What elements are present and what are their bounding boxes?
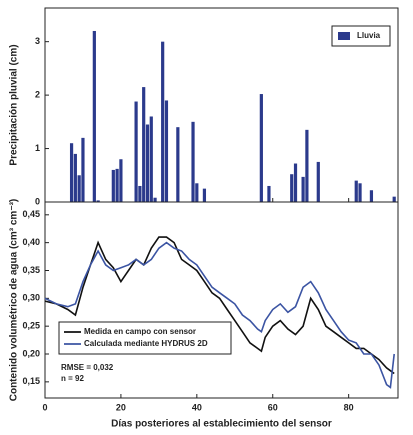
bar	[149, 116, 153, 202]
bar	[115, 168, 119, 202]
bar	[195, 183, 199, 202]
bar	[267, 185, 271, 202]
y-tick-label: 3	[35, 36, 40, 46]
bar	[138, 185, 142, 202]
bar	[392, 196, 396, 202]
x-tick-label: 0	[42, 402, 47, 412]
bar	[259, 94, 263, 202]
y-tick-label: 2	[35, 89, 40, 99]
bar	[191, 121, 195, 202]
legend-label: Lluvia	[357, 31, 381, 40]
line-series	[44, 241, 395, 389]
bar	[119, 159, 123, 202]
bar	[316, 161, 320, 202]
y-tick-label: 0,15	[22, 376, 40, 386]
legend-swatch	[338, 32, 350, 40]
bar	[145, 124, 150, 202]
legend-box	[58, 321, 232, 355]
x-tick-label: 80	[344, 402, 354, 412]
bar	[202, 188, 207, 202]
bar	[161, 41, 165, 203]
x-tick-label: 40	[192, 402, 202, 412]
y-tick-label: 1	[35, 143, 40, 153]
bar	[301, 176, 305, 202]
bar	[142, 87, 146, 202]
x-tick-label: 20	[116, 402, 126, 412]
bar	[111, 169, 115, 202]
y-tick-label: 0,20	[22, 348, 40, 358]
annotation: RMSE = 0,032	[61, 363, 114, 372]
bar	[92, 30, 96, 203]
bar	[153, 197, 157, 202]
bar	[369, 190, 374, 202]
bar	[290, 174, 294, 202]
y-axis-label: Precipitación pluvial (cm)	[9, 44, 20, 165]
bar	[96, 200, 100, 202]
bar	[176, 127, 180, 202]
bar	[77, 175, 81, 202]
y-tick-label: 0,45	[22, 209, 40, 219]
legend-label: Calculada mediante HYDRUS 2D	[84, 339, 208, 348]
x-tick-label: 60	[268, 402, 278, 412]
annotation: n = 92	[61, 374, 84, 383]
y-axis-label: Contenido volumétrico de agua (cm³ cm⁻³)	[9, 199, 20, 402]
legend-label: Medida en campo con sensor	[84, 327, 196, 336]
y-tick-label: 0,30	[22, 293, 40, 303]
bar	[81, 137, 85, 202]
bar	[164, 100, 169, 202]
bar	[305, 129, 309, 202]
bar	[354, 180, 358, 202]
bar	[134, 101, 138, 202]
legend-box	[331, 25, 391, 47]
y-tick-label: 0,35	[22, 265, 40, 275]
bar	[73, 153, 77, 202]
y-tick-label: 0	[35, 196, 40, 206]
x-axis-label: Días posteriores al establecimiento del …	[111, 419, 332, 430]
y-tick-label: 0,40	[22, 237, 40, 247]
y-tick-label: 0,25	[22, 321, 40, 331]
line-series	[44, 236, 395, 375]
plot-frame	[44, 201, 399, 399]
bar	[69, 143, 74, 202]
bar	[358, 183, 362, 202]
bar	[293, 163, 298, 202]
